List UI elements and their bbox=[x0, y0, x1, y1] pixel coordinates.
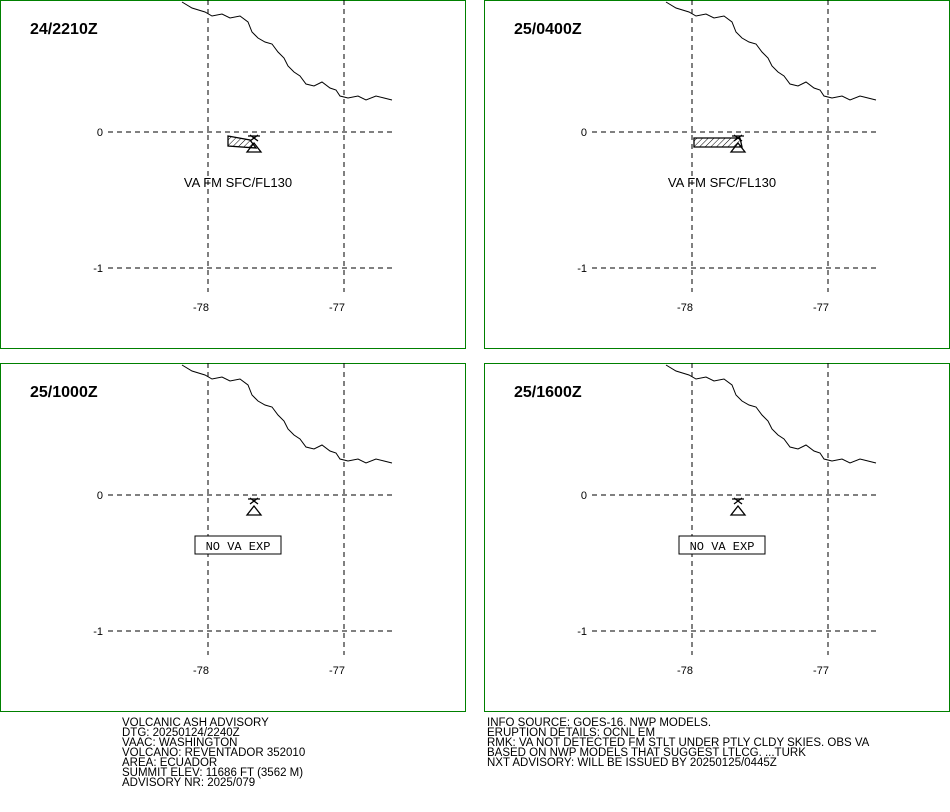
lat-label: -1 bbox=[93, 626, 103, 638]
lon-label: -78 bbox=[193, 302, 209, 314]
valid-time: 25/1000Z bbox=[30, 384, 98, 401]
panel-border bbox=[0, 363, 466, 712]
advisory-line: VOLCANO: REVENTADOR 352010 bbox=[122, 747, 305, 759]
advisory-line: SUMMIT ELEV: 11686 FT (3562 M) bbox=[122, 767, 303, 779]
volcano-symbol bbox=[729, 497, 747, 516]
advisory-line: RMK: VA NOT DETECTED FM STLT UNDER PTLY … bbox=[487, 737, 870, 749]
ash-area bbox=[693, 137, 743, 148]
valid-time: 24/2210Z bbox=[30, 21, 98, 38]
lat-label: 0 bbox=[97, 490, 103, 502]
volcano-symbol bbox=[245, 497, 263, 516]
label-box bbox=[678, 535, 766, 555]
lon-label: -77 bbox=[329, 302, 345, 314]
lat-label: 0 bbox=[581, 490, 587, 502]
advisory-line: AREA: ECUADOR bbox=[122, 757, 217, 769]
ash-area bbox=[227, 135, 258, 149]
ash-label: NO VA EXP bbox=[206, 540, 271, 554]
coastline bbox=[181, 364, 393, 464]
coastline bbox=[665, 364, 877, 464]
map-panel: -78 -77 0 -1 25/1600Z NO VA EXP bbox=[484, 363, 950, 712]
panel-border bbox=[0, 0, 466, 349]
volcano-symbol bbox=[245, 134, 263, 153]
map-panel: -78 -77 0 -1 25/0400Z VA FM SFC/FL130 bbox=[484, 0, 950, 349]
advisory-line: INFO SOURCE: GOES-16. NWP MODELS. bbox=[487, 717, 711, 729]
advisory-line: NXT ADVISORY: WILL BE ISSUED BY 20250125… bbox=[487, 757, 777, 769]
lon-label: -77 bbox=[329, 665, 345, 677]
lat-label: 0 bbox=[97, 127, 103, 139]
lon-label: -78 bbox=[193, 665, 209, 677]
lat-label: -1 bbox=[577, 263, 587, 275]
label-box bbox=[194, 535, 282, 555]
coastline bbox=[181, 1, 393, 101]
advisory-line: DTG: 20250124/2240Z bbox=[122, 727, 240, 739]
map-panel: -78 -77 0 -1 25/1000Z NO VA EXP bbox=[0, 363, 466, 712]
ash-label: VA FM SFC/FL130 bbox=[184, 175, 292, 190]
ash-label: NO VA EXP bbox=[690, 540, 755, 554]
advisory-line: VOLCANIC ASH ADVISORY bbox=[122, 717, 269, 729]
advisory-line: ERUPTION DETAILS: OCNL EM bbox=[487, 727, 655, 739]
advisory-line: ADVISORY NR: 2025/079 bbox=[122, 777, 255, 789]
advisory-line: BASED ON NWP MODELS THAT SUGGEST LTLCG. … bbox=[487, 747, 806, 759]
lon-label: -77 bbox=[813, 665, 829, 677]
valid-time: 25/1600Z bbox=[514, 384, 582, 401]
lon-label: -78 bbox=[677, 302, 693, 314]
lat-label: 0 bbox=[581, 127, 587, 139]
advisory-line: VAAC: WASHINGTON bbox=[122, 737, 237, 749]
coastline bbox=[665, 1, 877, 101]
lat-label: -1 bbox=[577, 626, 587, 638]
lon-label: -78 bbox=[677, 665, 693, 677]
lon-label: -77 bbox=[813, 302, 829, 314]
lat-label: -1 bbox=[93, 263, 103, 275]
ash-label: VA FM SFC/FL130 bbox=[668, 175, 776, 190]
valid-time: 25/0400Z bbox=[514, 21, 582, 38]
map-panel: -78 -77 0 -1 24/2210Z VA FM SFC/FL130 bbox=[0, 0, 466, 349]
